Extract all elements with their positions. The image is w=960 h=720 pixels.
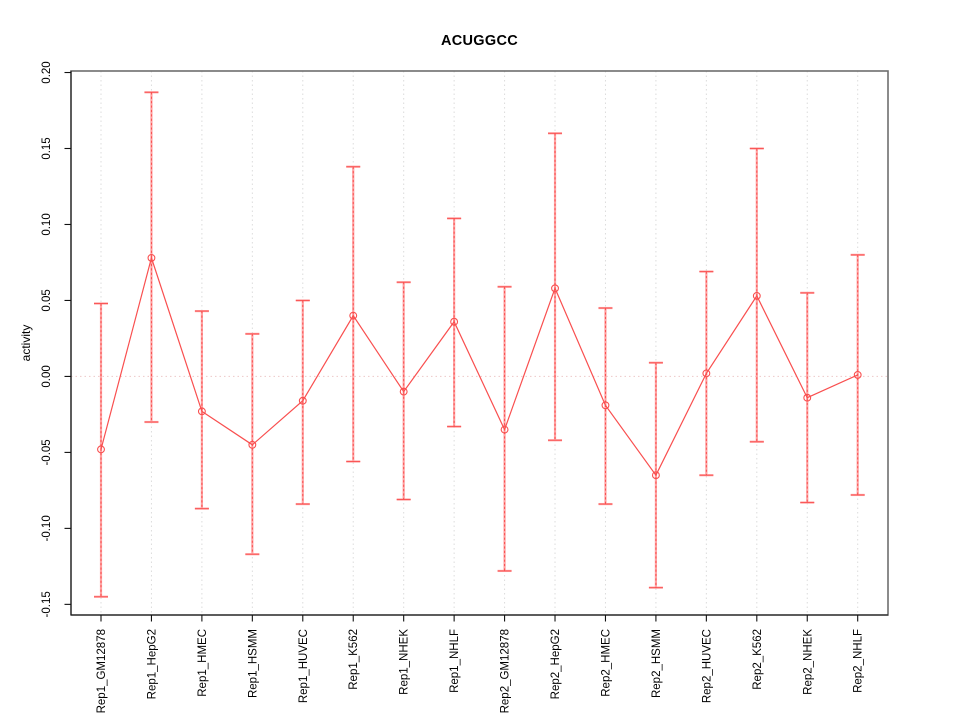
- x-tick-label-Rep1_GM12878: Rep1_GM12878: [96, 629, 108, 713]
- y-tick-label-0.00: 0.00: [41, 365, 53, 387]
- data-point-Rep2_HUVEC: [702, 369, 711, 378]
- data-point-Rep2_NHLF: [853, 370, 862, 379]
- y-tick-label--0.15: -0.15: [41, 591, 53, 617]
- y-tick-label--0.05: -0.05: [41, 439, 53, 465]
- data-point-Rep1_HUVEC: [298, 396, 307, 405]
- x-tick-label-Rep2_K562: Rep2_K562: [752, 629, 764, 690]
- x-tick-label-Rep1_HSMM: Rep1_HSMM: [247, 629, 259, 698]
- x-tick-label-Rep2_GM12878: Rep2_GM12878: [500, 629, 512, 713]
- data-point-Rep1_NHEK: [399, 387, 408, 396]
- data-point-Rep2_NHEK: [803, 393, 812, 402]
- x-tick-label-Rep1_NHEK: Rep1_NHEK: [399, 629, 411, 695]
- x-tick-label-Rep2_HMEC: Rep2_HMEC: [600, 629, 612, 697]
- x-tick-label-Rep1_HepG2: Rep1_HepG2: [146, 629, 158, 699]
- plot-title: ACUGGCC: [440, 33, 518, 49]
- data-point-Rep2_K562: [752, 291, 761, 300]
- data-point-Rep1_GM12878: [97, 445, 105, 454]
- y-tick-label-0.15: 0.15: [41, 137, 53, 159]
- x-tick-label-Rep1_HMEC: Rep1_HMEC: [197, 629, 209, 697]
- series-line: [100, 255, 858, 477]
- plot-box: [70, 70, 889, 616]
- x-tick-label-Rep2_NHEK: Rep2_NHEK: [802, 629, 814, 695]
- data-point-Rep2_GM12878: [500, 425, 509, 434]
- data-point-Rep1_HSMM: [248, 440, 257, 449]
- y-tick-label-0.20: 0.20: [41, 61, 53, 83]
- data-point-Rep1_HepG2: [147, 253, 156, 262]
- data-point-Rep1_NHLF: [450, 317, 459, 326]
- y-tick-label--0.10: -0.10: [41, 515, 53, 541]
- y-axis-title: activity: [19, 325, 33, 362]
- x-tick-label-Rep2_NHLF: Rep2_NHLF: [853, 629, 865, 693]
- y-tick-label-0.05: 0.05: [41, 289, 53, 311]
- x-tick-label-Rep1_NHLF: Rep1_NHLF: [449, 629, 461, 693]
- data-point-Rep2_HepG2: [551, 284, 559, 293]
- y-tick-label-0.10: 0.10: [41, 213, 53, 235]
- x-tick-label-Rep2_HepG2: Rep2_HepG2: [550, 629, 562, 699]
- x-tick-label-Rep2_HUVEC: Rep2_HUVEC: [701, 629, 713, 703]
- data-point-Rep2_HMEC: [601, 401, 610, 410]
- data-point-Rep1_HMEC: [197, 407, 206, 416]
- data-point-Rep2_HSMM: [651, 471, 660, 480]
- x-tick-label-Rep1_HUVEC: Rep1_HUVEC: [298, 629, 310, 703]
- x-tick-label-Rep2_HSMM: Rep2_HSMM: [651, 629, 663, 698]
- x-tick-label-Rep1_K562: Rep1_K562: [348, 629, 360, 690]
- data-point-Rep1_K562: [349, 311, 358, 320]
